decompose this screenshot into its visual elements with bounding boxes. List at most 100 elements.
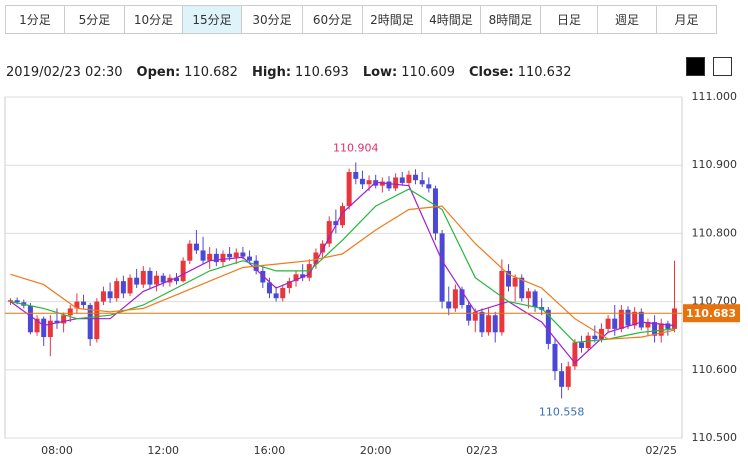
candle-body bbox=[366, 180, 372, 185]
timeframe-tab[interactable]: 4時間足 bbox=[422, 5, 481, 34]
candle-body bbox=[213, 253, 219, 263]
black-theme-button[interactable] bbox=[686, 57, 705, 76]
candle-body bbox=[41, 318, 47, 338]
candle-body bbox=[74, 301, 80, 309]
candle-body bbox=[618, 309, 624, 329]
x-tick-label: 20:00 bbox=[360, 444, 392, 457]
candle-body bbox=[459, 289, 465, 306]
info-label: Open: bbox=[136, 65, 181, 80]
candle-body bbox=[665, 323, 671, 329]
candle-body bbox=[293, 274, 299, 282]
candle-body bbox=[652, 322, 658, 336]
candle-body bbox=[572, 342, 578, 367]
candle-body bbox=[154, 275, 160, 285]
candle-body bbox=[486, 315, 492, 333]
y-tick-label: 111.000 bbox=[692, 90, 738, 103]
candle-body bbox=[545, 309, 551, 344]
candle-body bbox=[592, 335, 598, 340]
candle-body bbox=[419, 180, 425, 185]
candle-body bbox=[180, 260, 186, 282]
candle-body bbox=[54, 320, 60, 324]
candle-body bbox=[61, 315, 67, 324]
candle-body bbox=[260, 270, 266, 283]
moving-average bbox=[10, 181, 675, 364]
candle-body bbox=[340, 206, 345, 226]
candle-body bbox=[187, 243, 193, 261]
timeframe-tab[interactable]: 60分足 bbox=[303, 5, 363, 34]
candle-body bbox=[193, 243, 199, 251]
candle-body bbox=[81, 301, 87, 306]
candle-body bbox=[506, 270, 511, 287]
candle-body bbox=[452, 289, 458, 309]
candle-body bbox=[559, 371, 565, 387]
candle-body bbox=[300, 274, 306, 278]
candle-body bbox=[127, 277, 133, 294]
datetime: 2019/02/23 02:30 bbox=[6, 65, 123, 80]
timeframe-tab[interactable]: 1分足 bbox=[5, 5, 65, 34]
timeframe-tab[interactable]: 10分足 bbox=[125, 5, 183, 34]
candle-body bbox=[446, 301, 452, 309]
candle-body bbox=[399, 177, 405, 183]
candle-body bbox=[47, 320, 53, 338]
candle-body bbox=[240, 252, 246, 257]
candle-body bbox=[532, 291, 538, 308]
candle-body bbox=[247, 256, 253, 261]
candle-body bbox=[333, 221, 339, 226]
candle-body bbox=[598, 328, 604, 340]
candle-body bbox=[207, 253, 213, 261]
x-tick-label: 12:00 bbox=[147, 444, 179, 457]
info-label: Low: bbox=[362, 65, 398, 80]
moving-average bbox=[10, 188, 675, 344]
x-tick-label: 02/25 bbox=[645, 444, 677, 457]
candle-body bbox=[220, 253, 226, 263]
candle-body bbox=[200, 250, 206, 261]
candle-body bbox=[645, 322, 651, 328]
candle-body bbox=[174, 277, 179, 282]
candle-body bbox=[432, 188, 438, 234]
candle-body bbox=[472, 311, 478, 321]
candle-body bbox=[612, 318, 618, 329]
timeframe-tab[interactable]: 日足 bbox=[541, 5, 598, 34]
candle-body bbox=[326, 221, 332, 244]
candle-body bbox=[266, 282, 272, 294]
x-tick-label: 16:00 bbox=[254, 444, 286, 457]
candle-body bbox=[605, 318, 611, 329]
timeframe-tab[interactable]: 8時間足 bbox=[481, 5, 541, 34]
y-tick-label: 110.600 bbox=[692, 363, 738, 376]
moving-average bbox=[10, 205, 675, 340]
candle-body bbox=[120, 281, 126, 294]
candle-body bbox=[525, 291, 531, 299]
candle-body bbox=[280, 287, 286, 299]
ohlc-info: 2019/02/23 02:30 Open: 110.682 High: 110.693… bbox=[6, 65, 571, 80]
candle-body bbox=[147, 270, 153, 285]
x-tick-label: 02/23 bbox=[466, 444, 498, 457]
candle-body bbox=[413, 174, 419, 181]
info-label: High: bbox=[251, 65, 292, 80]
white-theme-button[interactable] bbox=[713, 57, 732, 76]
candle-body bbox=[227, 253, 233, 258]
candle-body bbox=[579, 342, 585, 348]
candle-body bbox=[67, 308, 73, 316]
timeframe-tab[interactable]: 30分足 bbox=[242, 5, 303, 34]
y-tick-label: 110.500 bbox=[692, 431, 738, 444]
candle-body bbox=[8, 300, 13, 302]
timeframe-tab[interactable]: 15分足 bbox=[183, 5, 242, 34]
timeframe-tab[interactable]: 月足 bbox=[657, 5, 717, 34]
timeframe-tab[interactable]: 5分足 bbox=[65, 5, 125, 34]
candle-body bbox=[353, 172, 359, 179]
candle-body bbox=[672, 308, 677, 329]
timeframe-tab[interactable]: 2時間足 bbox=[363, 5, 422, 34]
candle-body bbox=[519, 277, 525, 299]
y-tick-label: 110.900 bbox=[692, 158, 738, 171]
candle-body bbox=[286, 281, 292, 288]
candle-body bbox=[34, 318, 40, 333]
candle-body bbox=[393, 177, 399, 189]
timeframe-tab[interactable]: 週足 bbox=[598, 5, 657, 34]
candle-body bbox=[233, 252, 239, 258]
candle-body bbox=[638, 311, 644, 328]
candle-body bbox=[406, 174, 412, 183]
candle-body bbox=[346, 172, 352, 207]
candle-body bbox=[273, 293, 279, 299]
